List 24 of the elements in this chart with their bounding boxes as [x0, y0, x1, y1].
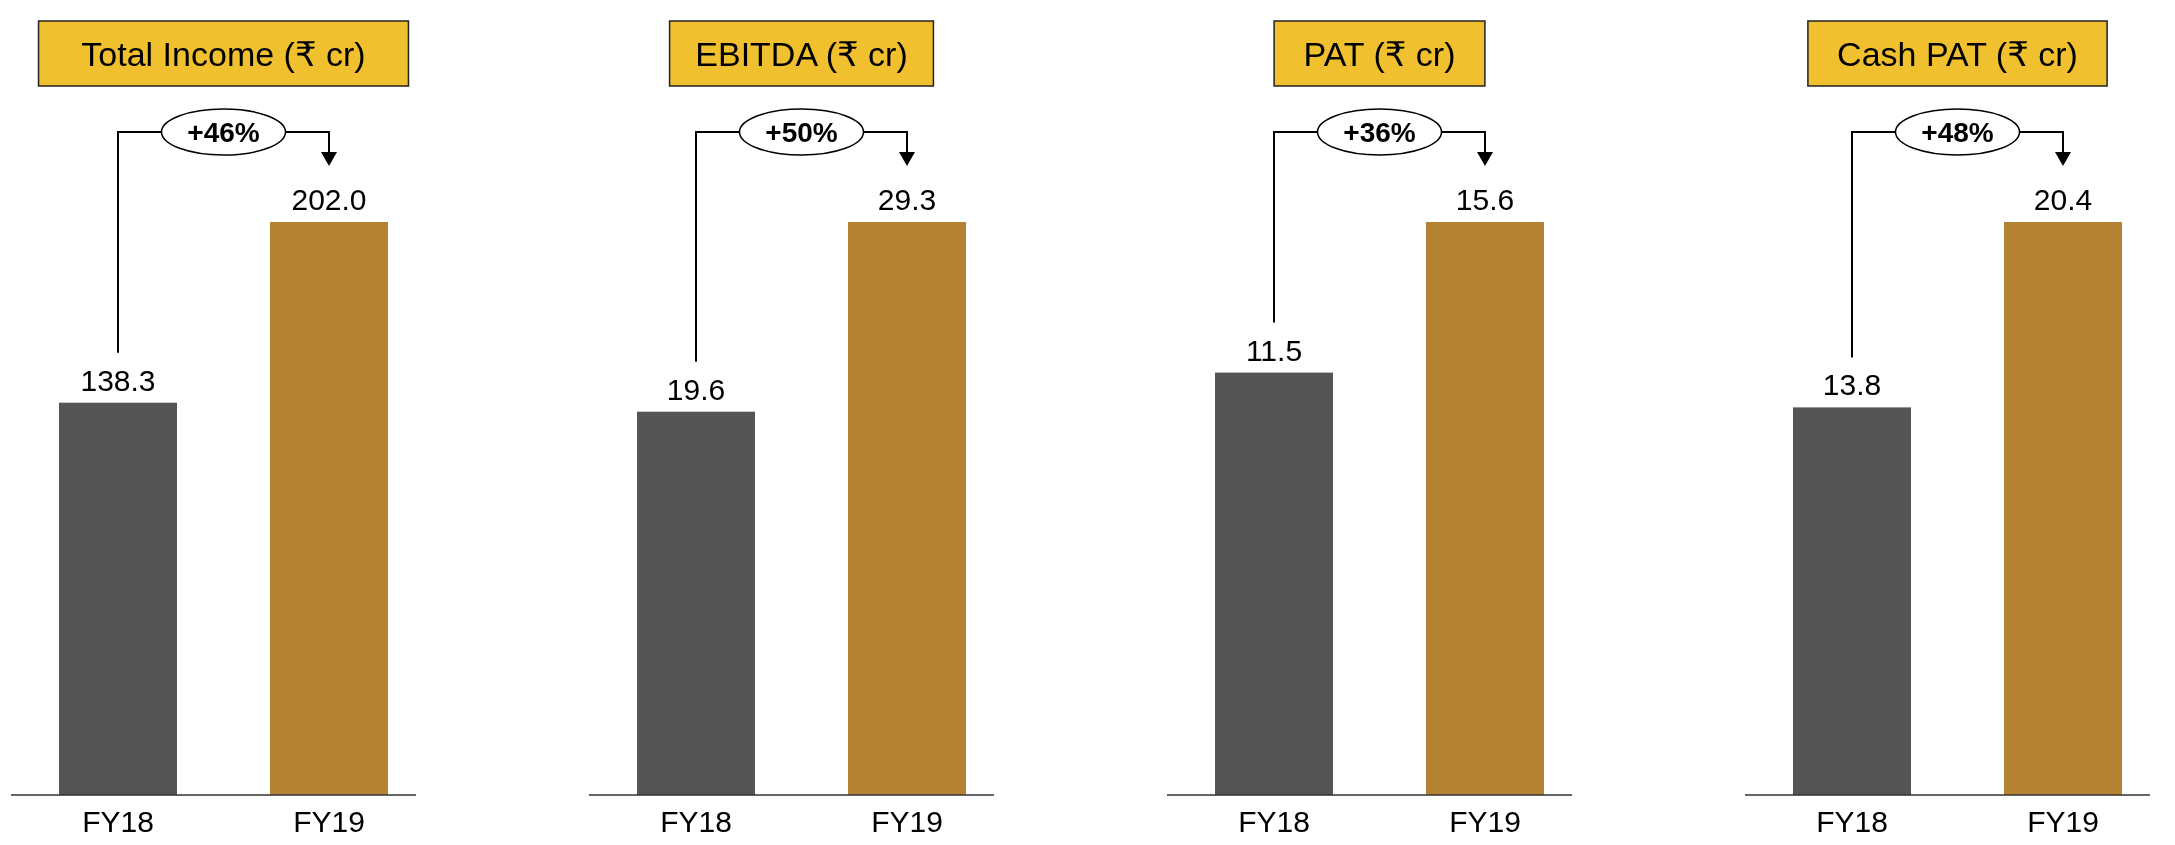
text: +50% [765, 117, 838, 148]
data-label: 138.3 [80, 363, 156, 397]
x-tick-label: FY19 [871, 805, 943, 838]
data-label: 11.5 [1245, 333, 1303, 367]
text: +46% [187, 117, 260, 148]
x-tick-label: FY18 [660, 805, 732, 838]
x-tick-label: FY19 [2027, 805, 2099, 838]
data-label: 15.6 [1455, 183, 1515, 216]
x-tick-label: FY18 [1816, 805, 1888, 838]
chart-title: Cash PAT (₹ cr) [1837, 35, 2078, 73]
text: +36% [1343, 117, 1416, 148]
x-tick-label: FY18 [82, 805, 154, 838]
data-label: 19.6 [666, 372, 726, 406]
data-label: 13.8 [1822, 368, 1882, 402]
x-tick-label: FY19 [1449, 805, 1521, 838]
data-label: 29.3 [877, 183, 937, 216]
chart-title: PAT (₹ cr) [1303, 35, 1456, 73]
text: +48% [1921, 117, 1994, 148]
chart-title: EBITDA (₹ cr) [695, 35, 908, 73]
chart-title: Total Income (₹ cr) [81, 35, 366, 73]
data-label: 202.0 [291, 183, 367, 216]
x-tick-label: FY19 [293, 805, 365, 838]
data-label: 20.4 [2033, 183, 2093, 216]
x-tick-label: FY18 [1238, 805, 1310, 838]
